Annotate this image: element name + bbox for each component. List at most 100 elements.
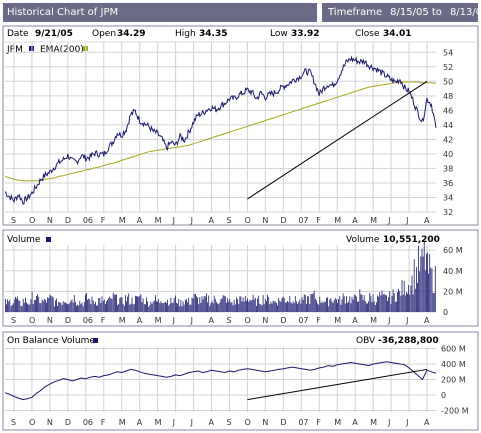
- volume-bar: [85, 294, 86, 312]
- volume-bar: [382, 294, 384, 312]
- volume-bar: [419, 271, 421, 312]
- volume-bar: [12, 303, 14, 312]
- timeframe-bar: Timeframe 8/15/05 to 8/13/07: [322, 3, 478, 22]
- volume-bar: [270, 301, 272, 312]
- volume-bar: [87, 299, 88, 312]
- volume-bar: [161, 303, 163, 312]
- volume-bar: [86, 293, 87, 312]
- volume-bar: [377, 295, 378, 312]
- volume-bar: [8, 301, 10, 312]
- volume-bar: [368, 301, 369, 312]
- volume-bar: [396, 301, 397, 312]
- volume-bar: [41, 299, 43, 312]
- volume-bar: [119, 298, 121, 312]
- volume-bar: [409, 294, 411, 312]
- volume-bar: [248, 301, 250, 312]
- volume-bar: [102, 300, 104, 312]
- price-x-tick-label: J: [172, 216, 175, 225]
- volume-bar: [300, 303, 302, 312]
- volume-bar: [242, 297, 244, 312]
- volume-bar: [283, 298, 285, 312]
- volume-bar: [383, 293, 385, 312]
- price-x-tick-label: J: [387, 216, 390, 225]
- volume-bar: [90, 304, 92, 312]
- obv-x-axis: S O N D 06 F M A M J J A S O N D 07 F M A M J J A: [11, 418, 430, 427]
- volume-bar: [13, 299, 15, 312]
- volume-bar: [166, 303, 167, 312]
- volume-bar: [56, 298, 57, 312]
- volume-bar: [357, 301, 358, 312]
- volume-bar: [212, 303, 214, 312]
- volume-bar: [324, 301, 326, 312]
- volume-bar: [428, 273, 429, 312]
- volume-bar: [266, 301, 267, 312]
- volume-bar: [433, 293, 435, 312]
- volume-bar: [183, 304, 185, 312]
- volume-bar: [306, 303, 307, 312]
- volume-bar: [210, 303, 212, 312]
- volume-bar: [73, 295, 75, 312]
- obv-x-tick-label: M: [370, 418, 377, 427]
- price-x-tick-label: J: [405, 216, 408, 225]
- volume-bar: [95, 301, 96, 312]
- volume-bar: [220, 299, 222, 312]
- volume-bar: [249, 299, 251, 312]
- volume-bar: [103, 299, 105, 312]
- volume-bar: [19, 300, 21, 312]
- volume-bar: [71, 299, 73, 312]
- volume-bar: [138, 296, 140, 312]
- volume-bar: [286, 302, 287, 312]
- volume-bar: [360, 294, 362, 312]
- volume-bar: [68, 304, 70, 312]
- volume-bar: [299, 299, 301, 312]
- volume-bar: [401, 279, 403, 312]
- obv-last-label: OBV: [356, 336, 376, 346]
- volume-bar: [137, 296, 138, 312]
- obv-x-tick-label: F: [316, 418, 321, 427]
- volume-bar: [274, 301, 276, 312]
- volume-x-tick-label: S: [11, 316, 16, 325]
- obv-x-tick-label: J: [190, 418, 193, 427]
- volume-bar: [311, 294, 313, 312]
- price-y-axis: 32 34 36 38 40 42 44 46 48 50 52 54: [443, 48, 453, 217]
- volume-bar: [423, 241, 425, 312]
- price-x-tick-label: A: [424, 216, 430, 225]
- obv-trendline: [247, 368, 428, 401]
- volume-bar: [280, 301, 282, 312]
- volume-bar: [348, 301, 349, 312]
- volume-bar: [9, 299, 11, 312]
- volume-x-tick-label: J: [190, 316, 193, 325]
- obv-x-tick-label: N: [47, 418, 53, 427]
- volume-bar: [424, 270, 426, 312]
- quote-open-label: Open: [92, 29, 116, 39]
- volume-bar: [431, 268, 433, 312]
- volume-bar: [271, 303, 273, 312]
- volume-bar: [412, 294, 414, 312]
- volume-bar: [29, 304, 31, 312]
- volume-bar: [429, 254, 431, 312]
- price-y-tick-label: 52: [443, 63, 453, 72]
- volume-bar: [203, 295, 205, 312]
- volume-title: Volume: [7, 235, 41, 245]
- volume-bar: [22, 298, 24, 312]
- volume-bar: [112, 292, 114, 312]
- quote-row: Date 9/21/05 Open 34.29 High 34.35 Low 3…: [7, 29, 411, 39]
- volume-bar: [338, 299, 339, 312]
- volume-bar: [30, 299, 32, 312]
- volume-bar: [158, 299, 160, 312]
- volume-x-tick-label: N: [47, 316, 53, 325]
- volume-bar: [77, 304, 78, 312]
- obv-x-tick-label: M: [334, 418, 341, 427]
- volume-bar: [389, 291, 391, 312]
- volume-bar: [426, 253, 427, 312]
- volume-bar: [195, 294, 196, 312]
- volume-bar: [277, 305, 278, 312]
- quote-high-label: High: [175, 29, 196, 39]
- volume-bar: [132, 304, 134, 312]
- volume-bar: [337, 303, 338, 312]
- volume-bar: [189, 304, 191, 312]
- volume-bar: [400, 295, 402, 312]
- volume-bar: [247, 298, 248, 312]
- volume-bar: [148, 306, 150, 312]
